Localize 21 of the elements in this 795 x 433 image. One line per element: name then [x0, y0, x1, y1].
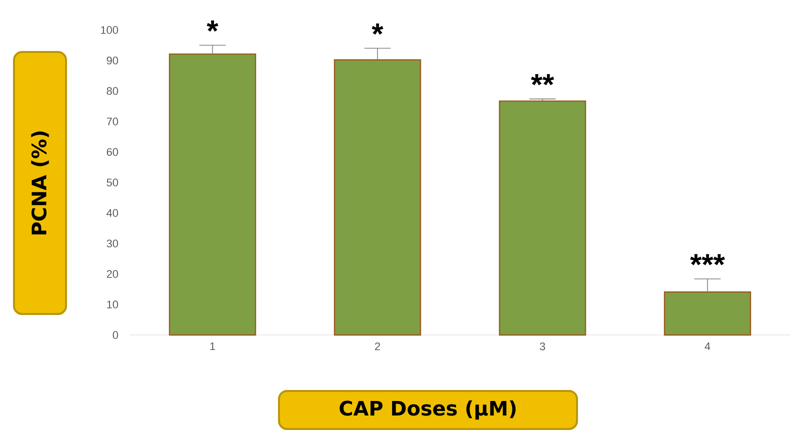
y-axis-title: PCNA (%)	[31, 131, 49, 234]
y-tick-label: 30	[106, 240, 118, 248]
y-tick-label: 20	[106, 270, 118, 278]
annotation: *	[372, 24, 384, 35]
x-tick-label: 3	[540, 342, 546, 350]
x-tick-label: 1	[210, 342, 216, 350]
y-tick-label: 0	[112, 331, 118, 339]
x-tick-label: 4	[704, 342, 710, 350]
annotation: **	[530, 74, 554, 86]
y-tick-label: 90	[106, 56, 118, 64]
annotation: ***	[690, 254, 725, 266]
y-tick-label: 80	[106, 87, 118, 95]
annotation: *	[206, 20, 218, 32]
y-tick-label: 10	[107, 300, 118, 308]
x-axis-title: CAP Doses (µM)	[340, 400, 516, 420]
y-tick-label: 100	[101, 26, 118, 34]
y-tick-label: 40	[106, 209, 118, 217]
y-tick-label: 50	[106, 178, 118, 186]
y-tick-label: 70	[106, 118, 118, 126]
x-tick-label: 2	[375, 342, 380, 350]
y-tick-label: 60	[106, 148, 118, 156]
